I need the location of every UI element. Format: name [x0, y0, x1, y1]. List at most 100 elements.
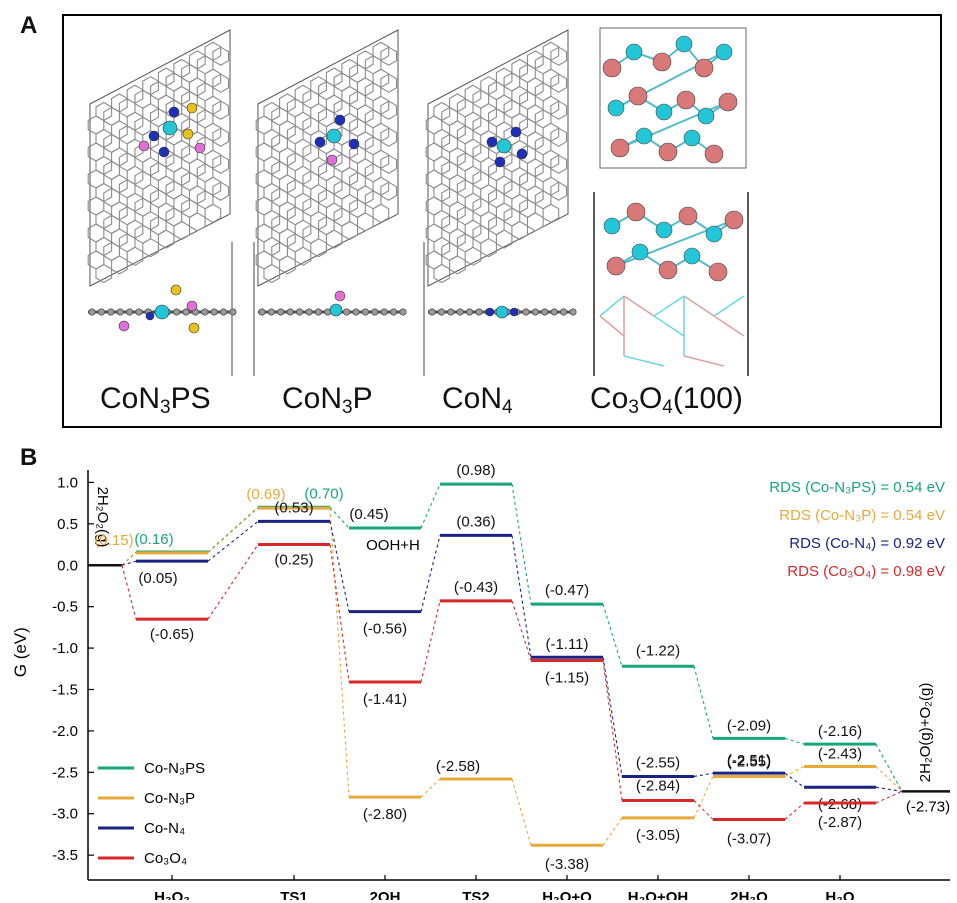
connector-line	[875, 786, 903, 792]
side-carbon-atom	[277, 308, 285, 316]
panel-a-letter: A	[20, 12, 38, 39]
carbon-ring	[356, 212, 374, 232]
energy-value-label: (-0.65)	[150, 626, 194, 643]
connector-line	[875, 790, 903, 804]
y-tick-label: 0.0	[57, 557, 78, 574]
nitrogen-atom	[148, 130, 160, 142]
end-state-label: 2H₂O(g)+O₂(g)	[917, 683, 934, 783]
cobalt-atom	[697, 107, 715, 125]
nitrogen-atom	[485, 307, 495, 317]
nitrogen-atom	[314, 136, 326, 148]
side-carbon-atom	[428, 308, 436, 316]
y-tick-label: -1.5	[52, 681, 78, 698]
carbon-ring	[550, 154, 568, 174]
carbon-ring	[204, 203, 222, 223]
label-con4: CoN4	[442, 382, 513, 418]
energy-value-label: (-3.05)	[636, 827, 680, 844]
conps-top-view	[87, 29, 231, 287]
connector-line	[693, 800, 714, 820]
carbon-ring	[212, 127, 230, 147]
cobalt-atom	[683, 129, 701, 147]
energy-value-label: (0.16)	[134, 531, 173, 548]
carbon-ring	[550, 127, 568, 147]
state-annotation: OOH+H	[366, 537, 420, 554]
connector-line	[693, 772, 714, 778]
connector-line	[511, 600, 532, 661]
phosphorus-atom	[326, 154, 338, 166]
connector-line	[420, 483, 441, 529]
connector-line	[420, 535, 441, 612]
connector-line	[207, 507, 259, 554]
rds-label: RDS (Co-N₃PS) = 0.54 eV	[769, 479, 945, 496]
carbon-ring	[372, 203, 390, 223]
phosphorus-atom	[186, 300, 198, 312]
carbon-ring	[157, 229, 175, 249]
con4-top-view	[425, 29, 569, 287]
energy-value-label: (-2.43)	[818, 746, 862, 763]
oxygen-atom	[718, 92, 738, 112]
cobalt-atom	[715, 43, 733, 61]
connector-line	[875, 766, 903, 792]
connector-line	[121, 560, 137, 566]
carbon-ring	[142, 238, 159, 258]
carbon-ring	[511, 220, 529, 241]
side-carbon-atom	[182, 308, 190, 316]
cobalt-atom	[705, 225, 723, 243]
y-tick-label: -1.0	[52, 640, 78, 657]
oxygen-atom	[658, 260, 678, 280]
side-carbon-atom	[343, 308, 351, 316]
energy-value-label: (0.98)	[456, 462, 495, 479]
energy-value-label: (-2.80)	[363, 806, 407, 823]
lattice-wire	[599, 315, 625, 337]
carbon-ring	[173, 220, 191, 241]
connector-line	[693, 666, 714, 739]
oxygen-atom	[724, 210, 744, 230]
series-3: (-0.65) (0.25) (-1.41) (-0.43) (-1.15) (-2.84…	[121, 543, 903, 848]
side-carbon-atom	[352, 308, 360, 316]
side-carbon-atom	[296, 308, 304, 316]
energy-value-label: (-2.84)	[636, 777, 680, 794]
energy-value-label: (-0.43)	[454, 579, 498, 596]
energy-value-label: (-2.55)	[636, 754, 680, 771]
oxygen-atom	[708, 262, 728, 282]
nitrogen-atom	[348, 138, 360, 150]
carbon-ring	[526, 212, 544, 232]
energy-value-label: (0.05)	[138, 570, 177, 587]
connector-line	[121, 565, 137, 620]
x-category-label: TS1	[280, 889, 308, 900]
side-carbon-atom	[371, 308, 379, 316]
y-tick-label: -3.5	[52, 847, 78, 864]
cobalt-atom	[683, 247, 701, 265]
nitrogen-atom	[334, 114, 346, 126]
sheet-outline	[89, 29, 231, 287]
connector-line	[875, 743, 903, 792]
connector-line	[784, 766, 805, 777]
carbon-ring	[542, 203, 560, 223]
side-carbon-atom	[550, 308, 558, 316]
oxygen-atom	[652, 52, 672, 72]
lattice-wire	[683, 355, 725, 367]
structure-panel: CoN3PS CoN3P CoN4 Co3O4(100)	[62, 14, 942, 428]
connector-line	[511, 535, 532, 658]
label-conps: CoN3PS	[100, 382, 211, 418]
y-tick-label: -2.5	[52, 764, 78, 781]
free-energy-diagram: 1.0 0.5 0.0 -0.5 -1.0 -1.5 -2.0 -2.5 -3.0 -3.5 G (…	[11, 462, 950, 900]
energy-value-label: (-0.56)	[363, 621, 407, 638]
nitrogen-atom	[510, 126, 522, 138]
nitrogen-atom	[486, 136, 498, 148]
connector-line	[693, 776, 714, 819]
connector-line	[602, 657, 623, 777]
nitrogen-atom	[509, 307, 519, 317]
connector-line	[207, 506, 259, 553]
lattice-wire	[623, 295, 655, 317]
rds-label: RDS (Co-N₃P) = 0.54 eV	[779, 507, 945, 524]
energy-value-label: (0.69)	[246, 486, 285, 503]
sulfur-atom	[186, 102, 198, 114]
x-category-label: H₂O₂	[154, 889, 190, 900]
cobalt-atom	[631, 243, 649, 261]
sulfur-atom	[170, 284, 182, 296]
legend-label: Co-N₃P	[144, 790, 195, 807]
lattice-wire	[713, 315, 745, 337]
connector-line	[602, 604, 623, 667]
side-carbon-atom	[286, 308, 294, 316]
